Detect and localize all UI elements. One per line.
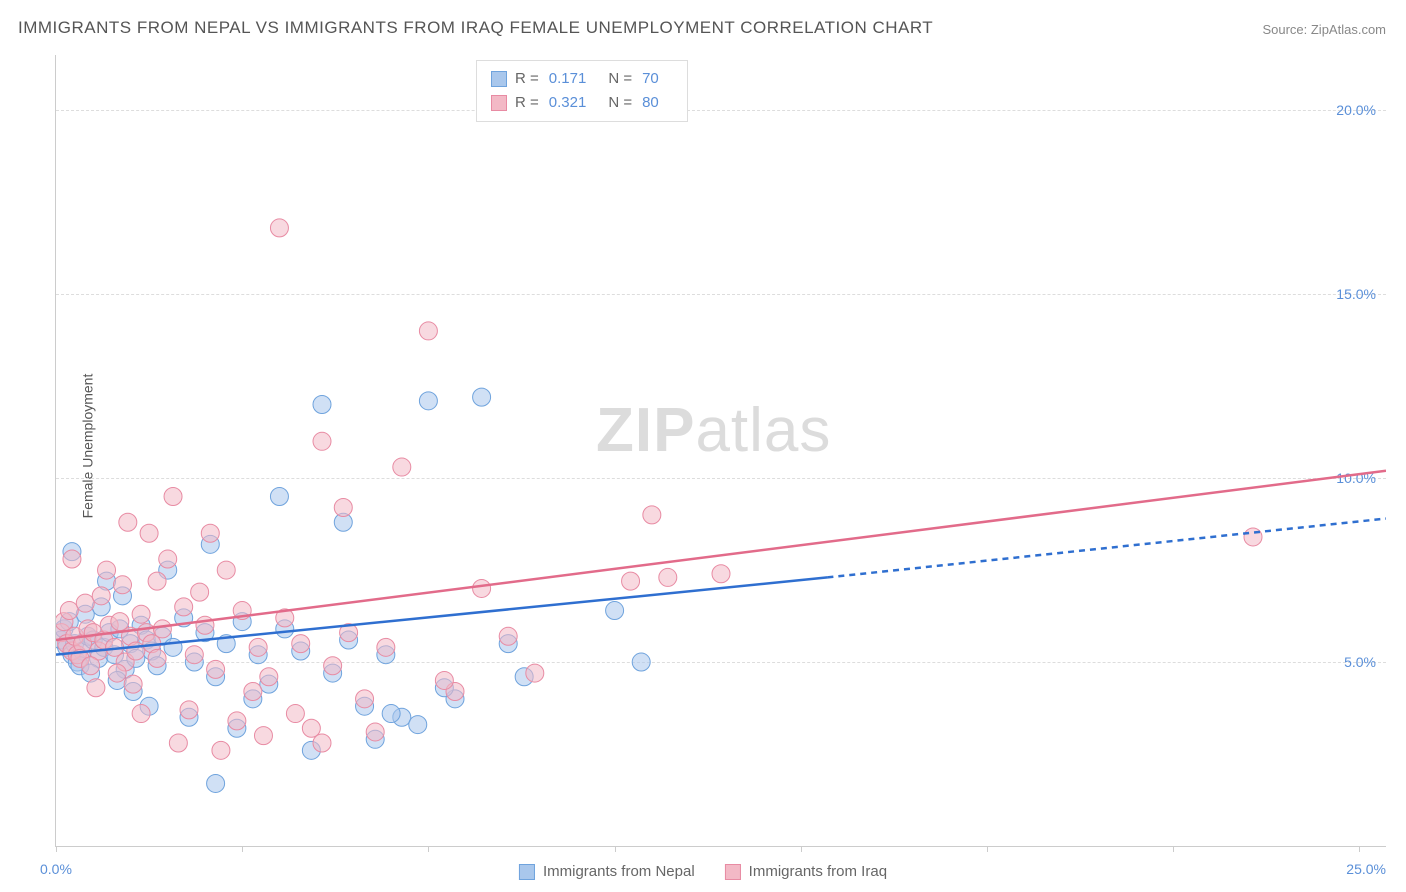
swatch-iraq-bottom [725, 864, 741, 880]
n-value-nepal: 70 [642, 67, 659, 91]
swatch-nepal-bottom [519, 864, 535, 880]
r-value-nepal: 0.171 [549, 67, 587, 91]
chart-title: IMMIGRANTS FROM NEPAL VS IMMIGRANTS FROM… [18, 18, 933, 38]
stat-label: N = [608, 91, 632, 115]
legend-item-iraq: Immigrants from Iraq [725, 863, 887, 880]
legend-stats-box: R = 0.171 N = 70 R = 0.321 N = 80 [476, 60, 688, 122]
scatter-svg [56, 55, 1386, 846]
x-axis-origin-label: 0.0% [40, 861, 72, 877]
legend-bottom: Immigrants from Nepal Immigrants from Ir… [519, 863, 887, 880]
legend-stats-row-nepal: R = 0.171 N = 70 [491, 67, 673, 91]
n-value-iraq: 80 [642, 91, 659, 115]
legend-stats-row-iraq: R = 0.321 N = 80 [491, 91, 673, 115]
stat-label: R = [515, 91, 539, 115]
chart-plot-area: ZIPatlas R = 0.171 N = 70 R = 0.321 N = … [55, 55, 1386, 847]
legend-label-nepal: Immigrants from Nepal [543, 863, 695, 880]
r-value-iraq: 0.321 [549, 91, 587, 115]
stat-label: N = [608, 67, 632, 91]
legend-item-nepal: Immigrants from Nepal [519, 863, 695, 880]
swatch-iraq [491, 95, 507, 111]
legend-label-iraq: Immigrants from Iraq [749, 863, 887, 880]
swatch-nepal [491, 71, 507, 87]
stat-label: R = [515, 67, 539, 91]
source-label: Source: ZipAtlas.com [1262, 22, 1386, 37]
x-axis-max-label: 25.0% [1346, 861, 1386, 877]
